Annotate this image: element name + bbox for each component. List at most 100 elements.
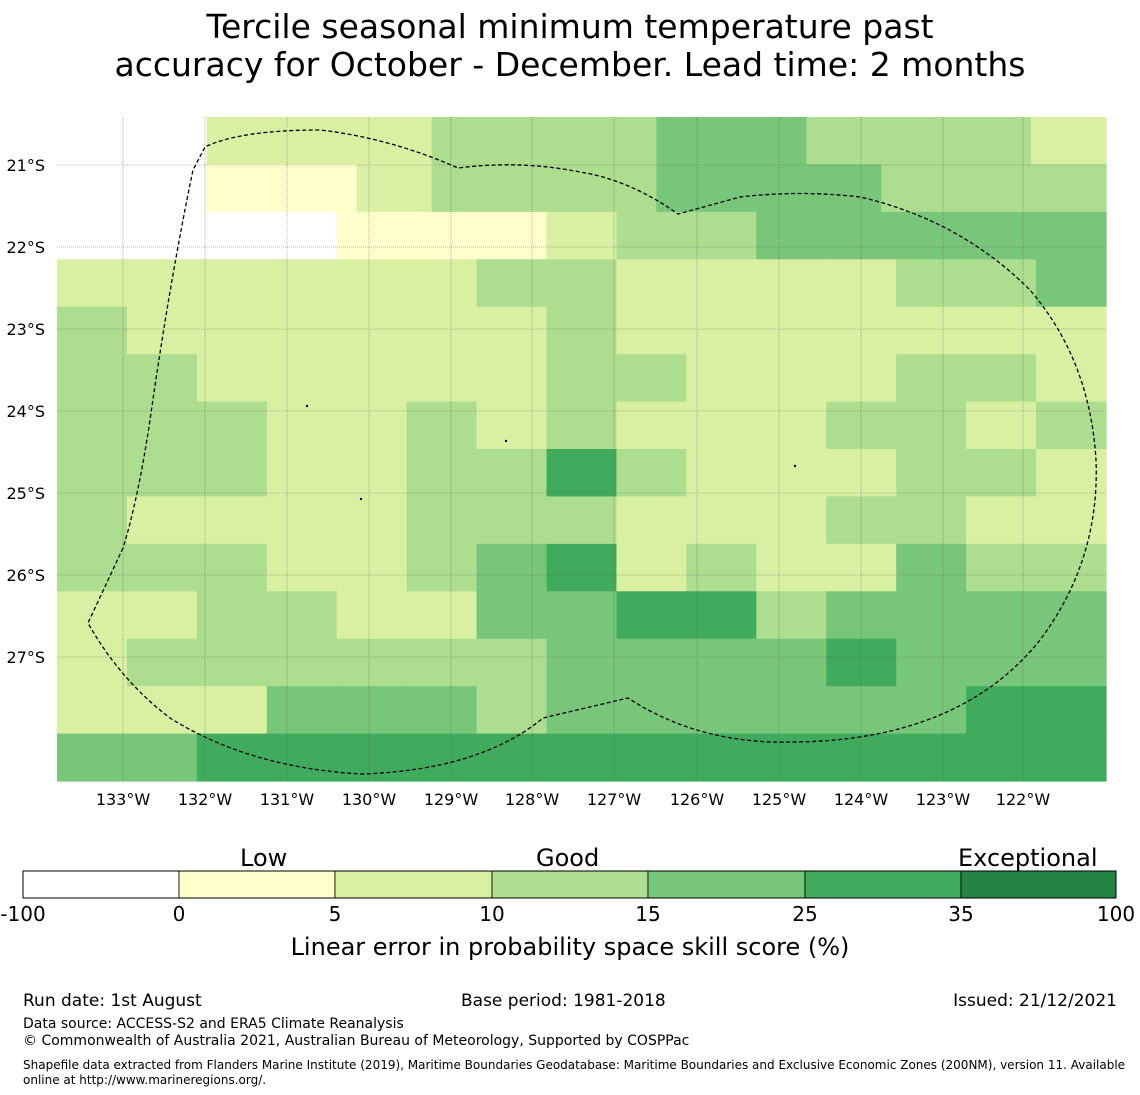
grid-cell [686,306,757,355]
grid-cell [966,449,1037,498]
grid-cell [826,543,897,592]
grid-cell [686,449,757,498]
grid-cell [196,686,268,735]
grid-cell [686,211,757,260]
grid-cell [896,211,967,260]
grid-cell [266,259,338,308]
grid-cell [1036,543,1107,592]
colorbar-tick: 25 [792,902,818,926]
grid-cell [431,117,508,166]
chart-title: Tercile seasonal minimum temperature pas… [114,7,1026,84]
colorbar-tick: 0 [172,902,186,926]
grid-cell [731,164,807,213]
grid-cell [881,117,957,166]
grid-cell [756,543,827,592]
grid-cell [57,164,133,213]
grid-cell [406,401,478,450]
grid-cell [336,543,408,592]
grid-cell [476,211,548,260]
grid-cell [57,686,128,735]
grid-cell [616,449,687,498]
grid-cell [196,354,268,403]
colorbar-segment [491,870,649,899]
data-source: Data source: ACCESS-S2 and ERA5 Climate … [23,1016,404,1032]
grid-cell [476,686,548,735]
latitude-label: 24°S [6,402,45,421]
colorbar-tick: 100 [1096,902,1136,926]
copyright: © Commonwealth of Australia 2021, Austra… [23,1033,690,1049]
grid-cell [431,164,508,213]
colorbar-segment [178,870,336,899]
grid-cell [126,686,198,735]
run-date: Run date: 1st August [23,991,202,1011]
grid-cell [826,259,897,308]
latitude-label: 23°S [6,320,45,339]
grid-cell [336,449,408,498]
colorbar-label-low: Low [240,844,288,872]
grid-cell [1031,117,1107,166]
longitude-label: 129°W [424,790,479,809]
grid-cell [826,449,897,498]
grid-cell [1036,686,1107,735]
grid-cell [616,591,687,640]
latitude-label: 21°S [6,156,45,175]
grid-cell [406,496,478,545]
colorbar-segment [334,870,493,899]
longitude-label: 133°W [96,790,151,809]
grid-cell [266,686,338,735]
grid-cell [206,117,283,166]
grid-cell [196,543,268,592]
grid-cell [406,449,478,498]
grid-cell [896,686,967,735]
shapefile-credit-line1: Shapefile data extracted from Flanders M… [23,1058,1126,1072]
grid-cell [686,638,757,687]
colorbar-segment [804,870,962,899]
grid-cell [131,117,208,166]
latitude-label: 25°S [6,484,45,503]
grid-cell [966,638,1037,687]
grid-cell [196,306,268,355]
grid-cell [966,591,1037,640]
longitude-label: 126°W [670,790,725,809]
colorbar-title: Linear error in probability space skill … [290,933,850,961]
grid-cell [1036,733,1107,782]
grid-cell [616,496,687,545]
grid-cell [1036,401,1107,450]
grid-cell [826,354,897,403]
island-mark [359,497,363,501]
grid-cell [546,354,618,403]
grid-cell [896,638,967,687]
grid-cell [476,354,548,403]
grid-cell [826,591,897,640]
grid-cell [1036,211,1107,260]
grid-cell [196,733,268,782]
grid-cell [266,638,338,687]
grid-cell [126,543,198,592]
grid-cell [336,259,408,308]
longitude-label: 130°W [342,790,397,809]
colorbar-tick: 15 [635,902,661,926]
grid-cell [756,306,827,355]
grid-cell [57,117,133,166]
grid-cell [126,638,198,687]
grid-cell [896,543,967,592]
grid-cell [356,117,433,166]
grid-cell [126,401,198,450]
grid-cell [756,591,827,640]
grid-cell [826,686,897,735]
grid-cell [756,449,827,498]
colorbar-segment [960,870,1117,899]
grid-cell [406,259,478,308]
grid-cell [476,733,548,782]
grid-cell [546,543,618,592]
grid-cell [406,354,478,403]
grid-cell [756,638,827,687]
grid-cell [266,401,338,450]
grid-cell [581,164,658,213]
grid-cell [616,211,687,260]
longitude-label: 128°W [505,790,560,809]
grid-cell [546,449,618,498]
grid-cell [546,496,618,545]
grid-cell [126,496,198,545]
grid-cell [57,401,128,450]
